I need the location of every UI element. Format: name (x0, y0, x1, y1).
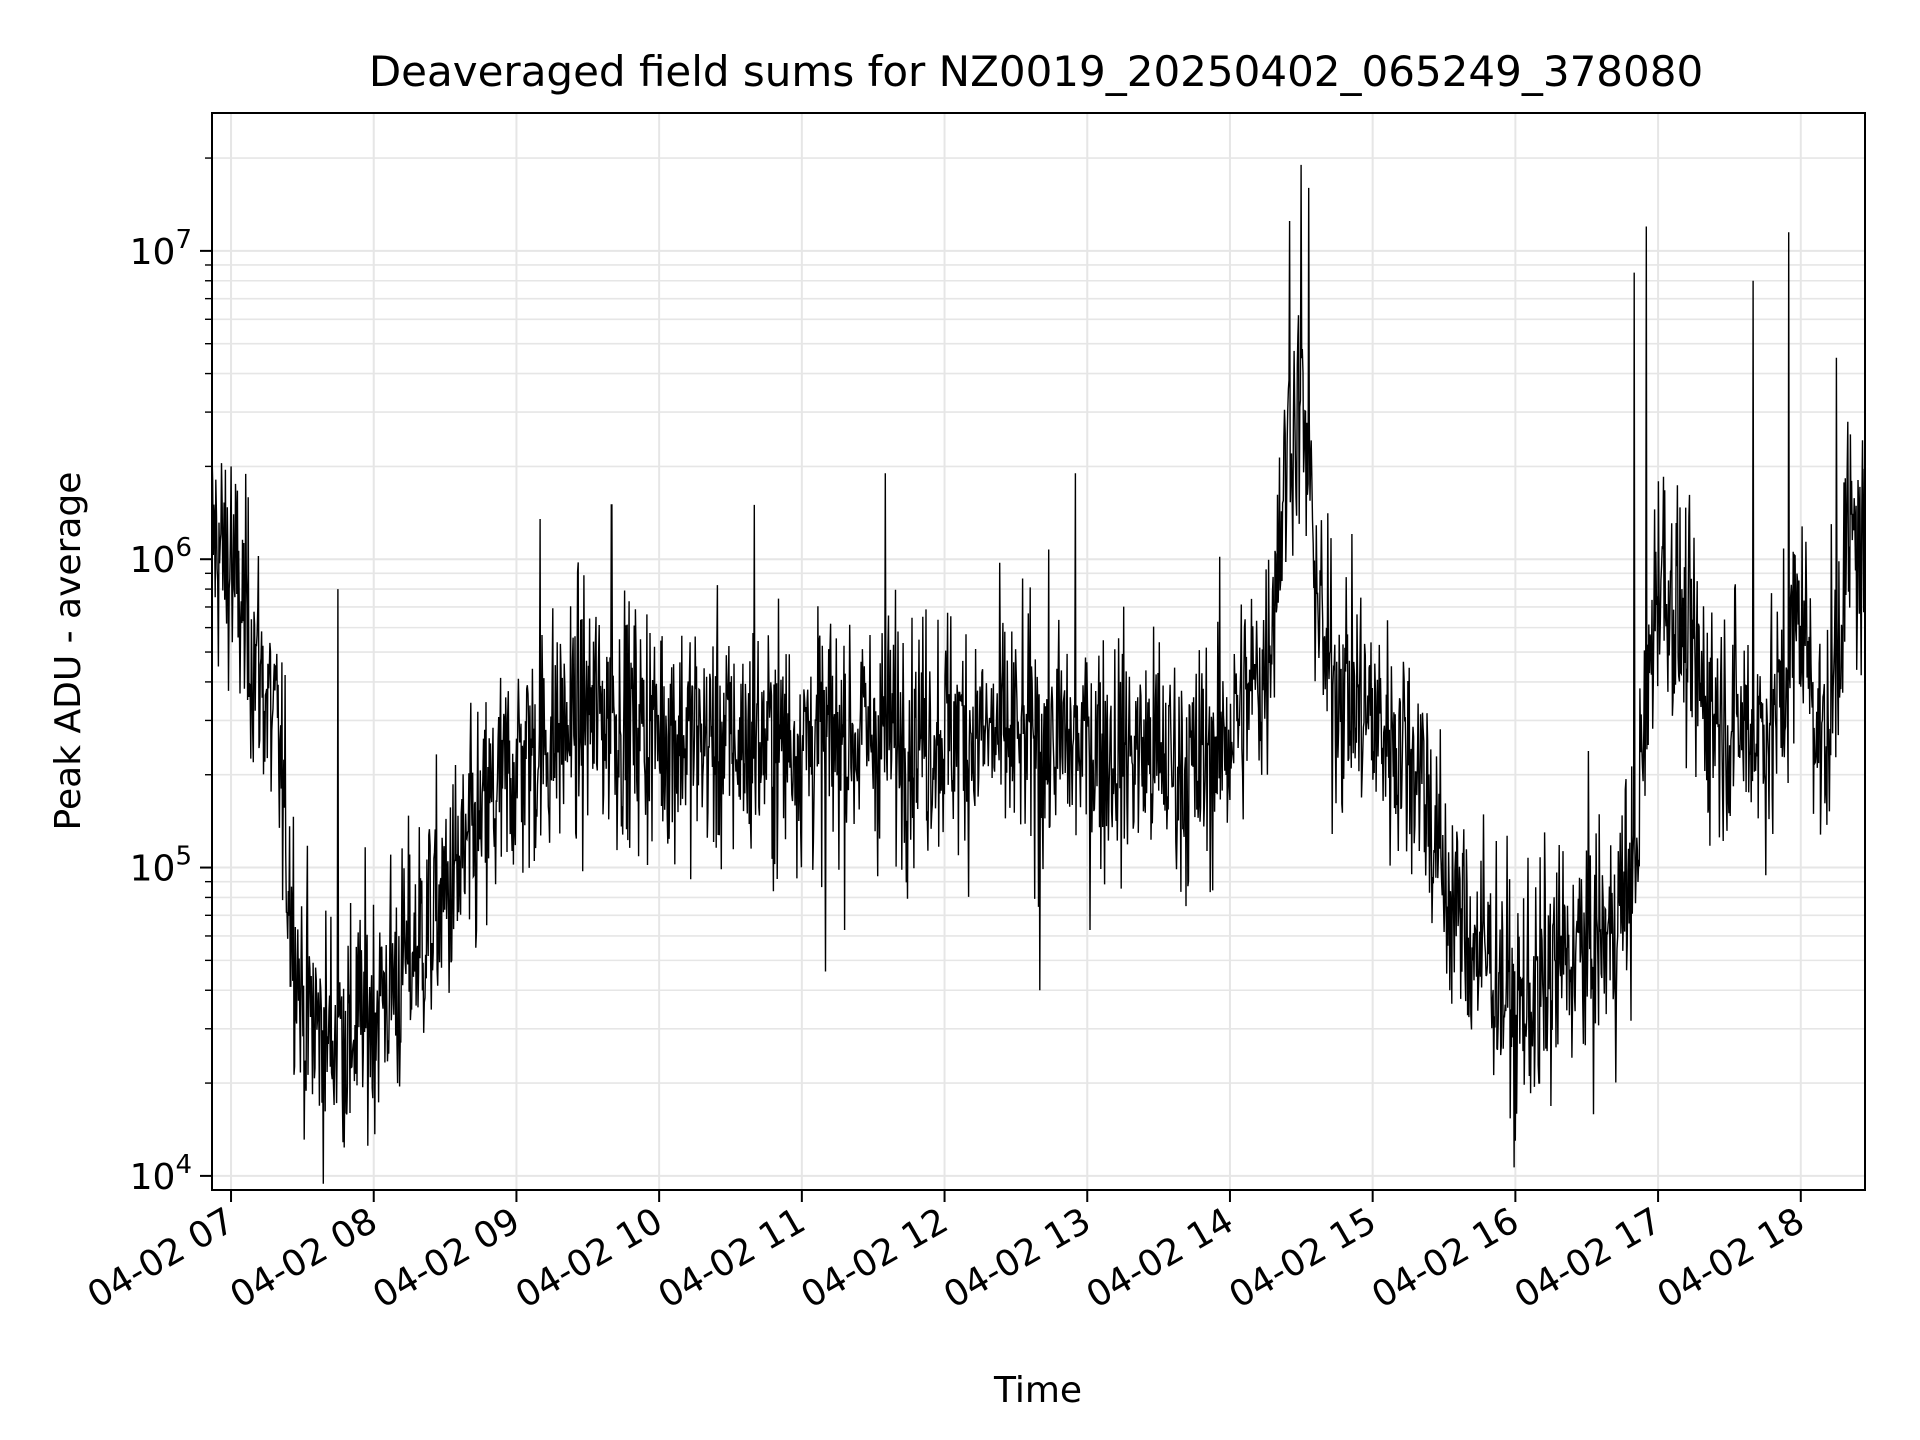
y-tick-label: 105 (130, 842, 192, 890)
y-axis: 104 105 106 107 (130, 157, 212, 1198)
series-line (212, 164, 1865, 1184)
y-tick-label: 104 (130, 1150, 192, 1198)
chart-title: Deaveraged field sums for NZ0019_2025040… (369, 47, 1703, 96)
x-axis-label: Time (993, 1370, 1082, 1411)
y-tick-label: 107 (130, 225, 192, 273)
y-tick-label: 106 (130, 533, 192, 581)
y-axis-label: Peak ADU - average (48, 472, 89, 831)
plot-area (212, 164, 1865, 1184)
